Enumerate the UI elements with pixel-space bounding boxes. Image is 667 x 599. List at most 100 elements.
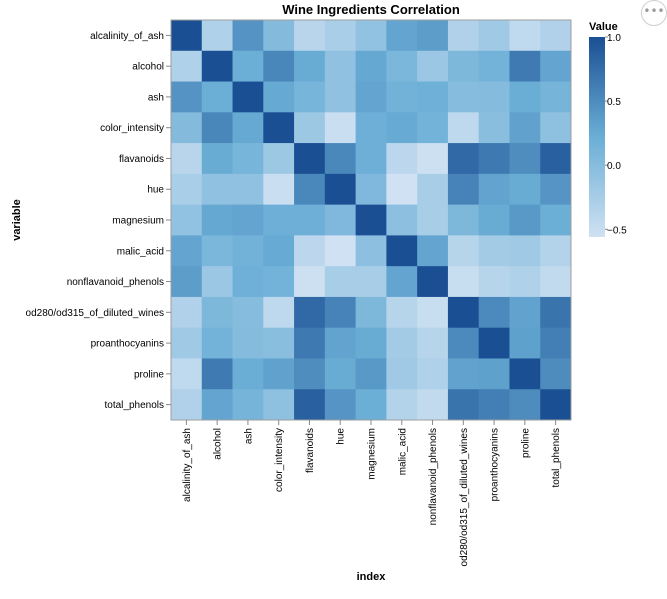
heatmap-cell: [447, 20, 480, 52]
heatmap-cell: [355, 204, 387, 236]
heatmap-cell: [294, 173, 326, 206]
heatmap-cell: [447, 296, 480, 329]
heatmap-cell: [540, 358, 572, 390]
y-tick-label: nonflavanoid_phenols: [67, 277, 164, 288]
heatmap-cell: [232, 327, 264, 359]
heatmap-cell: [232, 81, 264, 113]
heatmap-cell: [294, 266, 326, 298]
heatmap-cell: [201, 173, 233, 206]
heatmap-cell: [263, 389, 295, 421]
heatmap-cell: [294, 20, 326, 52]
y-tick-label: color_intensity: [100, 123, 164, 134]
heatmap-cell: [232, 358, 264, 390]
heatmap-cell: [324, 50, 357, 82]
heatmap-cell: [417, 112, 449, 144]
heatmap-cell: [540, 389, 572, 421]
heatmap-cell: [201, 358, 233, 390]
legend-tick-label: −0.5: [607, 225, 627, 236]
heatmap-cell: [324, 173, 357, 206]
x-tick-label: nonflavanoid_phenols: [428, 428, 439, 525]
y-tick-label: total_phenols: [105, 400, 165, 411]
heatmap-cell: [232, 266, 264, 298]
heatmap-cell: [294, 81, 326, 113]
heatmap-cell: [263, 235, 295, 267]
actions-menu-button[interactable]: •••: [641, 0, 667, 26]
heatmap-cell: [171, 173, 203, 206]
heatmap-cell: [201, 204, 233, 236]
heatmap-cell: [201, 235, 233, 267]
heatmap-cell: [355, 389, 387, 421]
heatmap-cell: [324, 143, 357, 175]
heatmap-cell: [509, 50, 541, 82]
heatmap-cell: [263, 50, 295, 82]
heatmap-cell: [355, 20, 387, 52]
heatmap-cell: [201, 112, 233, 144]
y-tick-label: hue: [147, 185, 164, 196]
heatmap-cell: [324, 389, 357, 421]
heatmap-cell: [201, 81, 233, 113]
heatmap-cell: [540, 204, 572, 236]
heatmap-cell: [201, 266, 233, 298]
heatmap-cell: [171, 389, 203, 421]
heatmap-cell: [540, 143, 572, 175]
heatmap-cell: [324, 112, 357, 144]
heatmap-cell: [540, 50, 572, 82]
heatmap-cell: [478, 358, 510, 390]
heatmap-cell: [232, 296, 264, 329]
heatmap-cell: [263, 358, 295, 390]
x-tick-label: hue: [336, 428, 347, 445]
heatmap-cell: [386, 143, 418, 175]
legend-title: Value: [589, 21, 618, 33]
heatmap-cell: [171, 235, 203, 267]
heatmap-cell: [386, 235, 418, 267]
heatmap-cell: [294, 358, 326, 390]
heatmap-cell: [417, 50, 449, 82]
heatmap-cell: [324, 204, 357, 236]
heatmap-cell: [540, 327, 572, 359]
heatmap-cell: [294, 143, 326, 175]
heatmap-cell: [324, 81, 357, 113]
heatmap-cell: [478, 112, 510, 144]
heatmap-cell: [294, 389, 326, 421]
x-tick-label: flavanoids: [305, 428, 316, 473]
heatmap-cell: [171, 358, 203, 390]
y-tick-label: magnesium: [112, 216, 164, 227]
heatmap-cell: [478, 204, 510, 236]
heatmap-cell: [232, 389, 264, 421]
heatmap-cell: [447, 327, 480, 359]
heatmap-cell: [386, 266, 418, 298]
x-tick-label: malic_acid: [397, 428, 408, 475]
heatmap-cell: [478, 81, 510, 113]
heatmap-cell: [294, 327, 326, 359]
heatmap-cell: [263, 112, 295, 144]
y-tick-label: alcohol: [132, 62, 164, 73]
heatmap-cell: [386, 358, 418, 390]
heatmap-cell: [355, 358, 387, 390]
heatmap-cell: [417, 358, 449, 390]
ellipsis-icon: •••: [643, 4, 665, 18]
heatmap-cell: [509, 266, 541, 298]
heatmap-cell: [447, 81, 480, 113]
heatmap-cell: [509, 296, 541, 329]
heatmap-cell: [540, 20, 572, 52]
heatmap-cell: [232, 143, 264, 175]
heatmap-cell: [355, 81, 387, 113]
heatmap-cell: [386, 20, 418, 52]
heatmap-cell: [171, 327, 203, 359]
heatmap-cell: [294, 204, 326, 236]
y-tick-label: flavanoids: [119, 154, 164, 165]
heatmap-cell: [355, 327, 387, 359]
heatmap-cell: [540, 266, 572, 298]
heatmap-cell: [355, 112, 387, 144]
y-tick-label: malic_acid: [117, 246, 164, 257]
heatmap-cell: [478, 235, 510, 267]
heatmap-cell: [201, 20, 233, 52]
heatmap-cell: [447, 266, 480, 298]
heatmap-cell: [447, 235, 480, 267]
heatmap-cell: [232, 204, 264, 236]
heatmap-cell: [171, 204, 203, 236]
heatmap-cell: [294, 296, 326, 329]
heatmap-cell: [263, 143, 295, 175]
legend-tick-label: 1.0: [607, 33, 621, 44]
